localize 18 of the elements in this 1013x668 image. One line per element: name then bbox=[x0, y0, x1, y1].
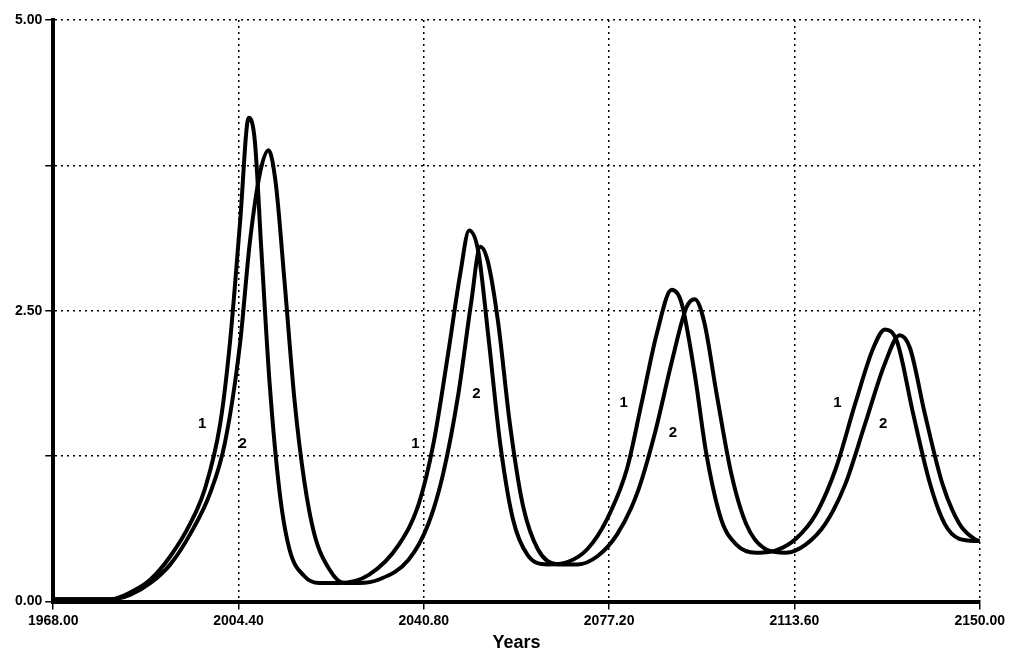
x-tick-label: 2150.00 bbox=[954, 611, 1006, 628]
text: 2 bbox=[238, 433, 247, 451]
x-tick-label: 2077.20 bbox=[583, 611, 635, 628]
x-tick-label: 2004.40 bbox=[213, 611, 265, 628]
text: 2 bbox=[472, 383, 481, 401]
y-tick-label: 5.00 bbox=[15, 10, 43, 27]
series-label: 2 bbox=[878, 413, 888, 431]
y-tick-label: 2.50 bbox=[15, 301, 43, 318]
text: 1 bbox=[619, 392, 628, 410]
text: 2 bbox=[668, 423, 678, 441]
text: 1 bbox=[198, 413, 207, 431]
text: 1 bbox=[411, 433, 420, 451]
y-tick-label: 0.00 bbox=[15, 592, 43, 609]
x-tick-label: 2040.80 bbox=[398, 611, 450, 628]
x-tick-label: 2113.60 bbox=[769, 611, 820, 628]
x-tick-label: 1968.00 bbox=[27, 611, 79, 628]
series-label: 1 bbox=[833, 392, 842, 410]
x-axis-title: Years bbox=[492, 632, 541, 653]
